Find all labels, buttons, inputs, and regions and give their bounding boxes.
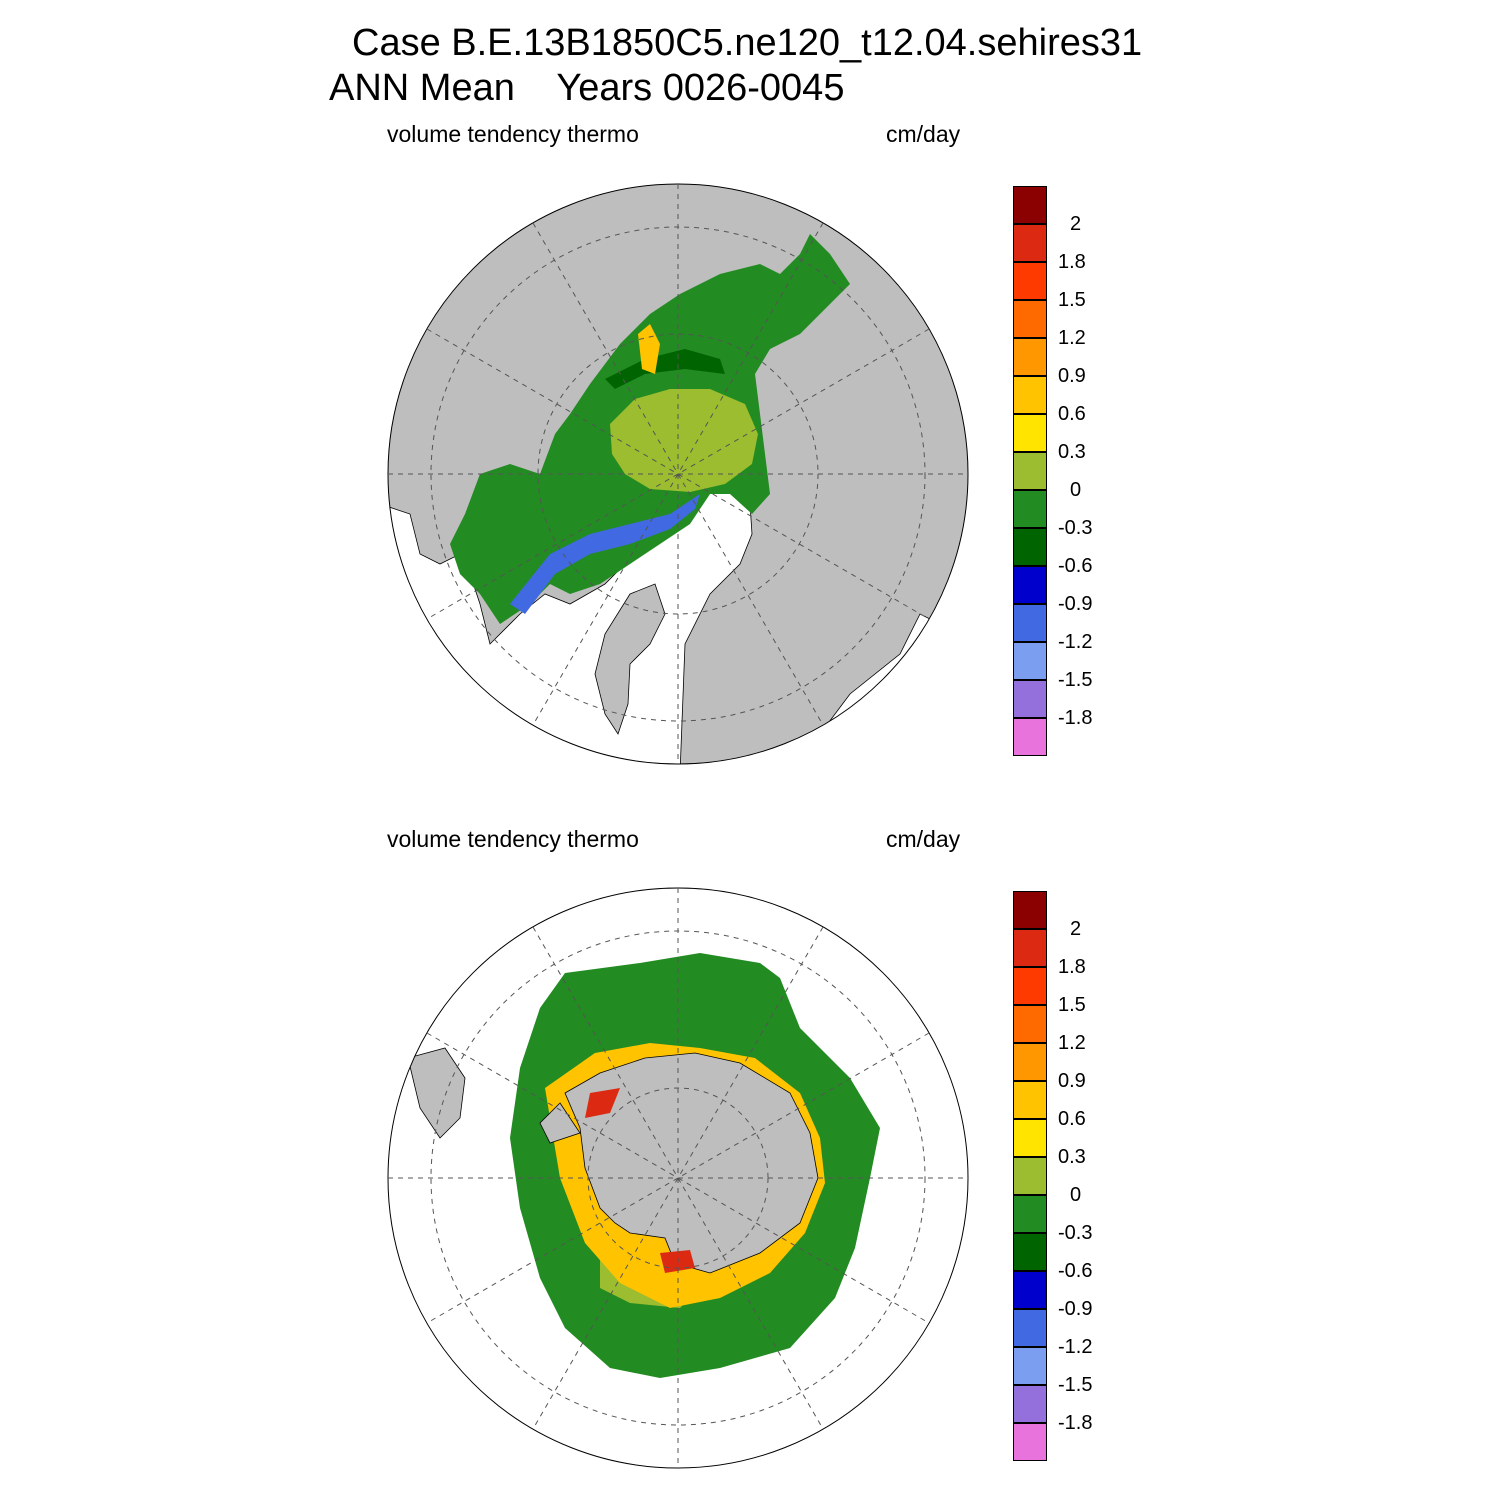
cb-south-box-7 <box>1013 1157 1047 1195</box>
cb-south-box-5 <box>1013 1081 1047 1119</box>
cb-north-box-14 <box>1013 718 1047 756</box>
cb-south-box-12 <box>1013 1347 1047 1385</box>
plot-title-line2: ANN Mean Years 0026-0045 <box>329 67 845 109</box>
cb-north-box-4 <box>1013 338 1047 376</box>
panel-south-units-label: cm/day <box>886 826 961 852</box>
cb-south-label-2: 1.5 <box>1058 994 1086 1016</box>
cb-south-label-5: 0.6 <box>1058 1108 1086 1130</box>
cb-south-box-2 <box>1013 967 1047 1005</box>
south-land-antarctic-peninsula <box>539 1102 581 1144</box>
south-polar-map <box>387 887 969 1469</box>
north-ice-blue-strip <box>510 494 700 614</box>
cb-south-label-4: 0.9 <box>1058 1070 1086 1092</box>
cb-north-box-3 <box>1013 300 1047 338</box>
cb-south-box-13 <box>1013 1385 1047 1423</box>
cb-north-label-5: 0.6 <box>1058 403 1086 425</box>
south-graticule <box>388 888 968 1468</box>
north-ice-growth-edge <box>638 324 660 374</box>
panel-south-variable-label: volume tendency thermo <box>387 826 639 852</box>
cb-south-box-0 <box>1013 891 1047 929</box>
cb-north-label-3: 1.2 <box>1058 327 1086 349</box>
north-land-greenland-islands <box>594 583 666 735</box>
cb-north-label-0: 2 <box>1070 213 1082 235</box>
north-graticule <box>388 184 968 764</box>
cb-north-box-7 <box>1013 452 1047 490</box>
cb-north-box-2 <box>1013 262 1047 300</box>
cb-north-label-10: -0.9 <box>1058 593 1093 615</box>
cb-south-box-10 <box>1013 1271 1047 1309</box>
cb-south-box-14 <box>1013 1423 1047 1461</box>
cb-north-box-9 <box>1013 528 1047 566</box>
cb-south-box-8 <box>1013 1195 1047 1233</box>
cb-south-label-7: 0 <box>1070 1184 1082 1206</box>
cb-south-label-0: 2 <box>1070 918 1082 940</box>
south-land-south-america <box>407 1047 466 1139</box>
cb-north-box-5 <box>1013 376 1047 414</box>
cb-north-label-9: -0.6 <box>1058 555 1093 577</box>
north-polar-map <box>387 183 969 765</box>
plot-title-line1: Case B.E.13B1850C5.ne120_t12.04.sehires3… <box>352 22 1143 64</box>
cb-south-box-1 <box>1013 929 1047 967</box>
cb-south-label-8: -0.3 <box>1058 1222 1093 1244</box>
cb-south-box-3 <box>1013 1005 1047 1043</box>
cb-north-label-2: 1.5 <box>1058 289 1086 311</box>
south-ice-strong-growth <box>585 1088 620 1118</box>
cb-north-box-10 <box>1013 566 1047 604</box>
cb-north-label-8: -0.3 <box>1058 517 1093 539</box>
cb-south-box-11 <box>1013 1309 1047 1347</box>
cb-north-label-11: -1.2 <box>1058 631 1093 653</box>
cb-north-box-12 <box>1013 642 1047 680</box>
cb-south-label-10: -0.9 <box>1058 1298 1093 1320</box>
north-ice-neutral-central <box>610 389 758 492</box>
cb-north-label-13: -1.8 <box>1058 707 1093 729</box>
panel-north-variable-label: volume tendency thermo <box>387 121 639 147</box>
cb-south-label-3: 1.2 <box>1058 1032 1086 1054</box>
north-ice-dark-band <box>605 349 725 389</box>
cb-south-label-13: -1.8 <box>1058 1412 1093 1434</box>
south-land-antarctica <box>564 1052 819 1274</box>
cb-north-label-7: 0 <box>1070 479 1082 501</box>
cb-north-label-1: 1.8 <box>1058 251 1086 273</box>
cb-north-label-12: -1.5 <box>1058 669 1093 691</box>
cb-north-box-0 <box>1013 186 1047 224</box>
panel-north-units-label: cm/day <box>886 121 961 147</box>
cb-north-box-6 <box>1013 414 1047 452</box>
cb-south-label-9: -0.6 <box>1058 1260 1093 1282</box>
cb-north-label-4: 0.9 <box>1058 365 1086 387</box>
cb-north-label-6: 0.3 <box>1058 441 1086 463</box>
cb-south-box-4 <box>1013 1043 1047 1081</box>
cb-south-label-12: -1.5 <box>1058 1374 1093 1396</box>
cb-north-box-1 <box>1013 224 1047 262</box>
cb-south-label-11: -1.2 <box>1058 1336 1093 1358</box>
cb-south-label-1: 1.8 <box>1058 956 1086 978</box>
cb-north-box-11 <box>1013 604 1047 642</box>
cb-south-box-9 <box>1013 1233 1047 1271</box>
cb-south-label-6: 0.3 <box>1058 1146 1086 1168</box>
cb-north-box-13 <box>1013 680 1047 718</box>
cb-north-box-8 <box>1013 490 1047 528</box>
cb-south-box-6 <box>1013 1119 1047 1157</box>
